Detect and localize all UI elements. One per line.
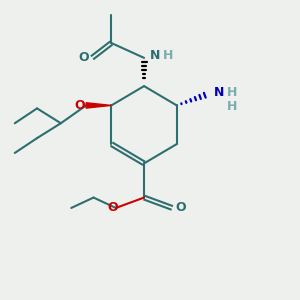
Polygon shape: [86, 103, 111, 108]
Text: N: N: [149, 49, 160, 62]
Text: N: N: [214, 85, 224, 98]
Text: O: O: [107, 202, 118, 214]
Text: O: O: [74, 99, 85, 112]
Text: O: O: [175, 202, 186, 214]
Text: H: H: [227, 85, 237, 98]
Text: H: H: [163, 49, 173, 62]
Text: H: H: [227, 100, 237, 113]
Text: O: O: [78, 51, 89, 64]
